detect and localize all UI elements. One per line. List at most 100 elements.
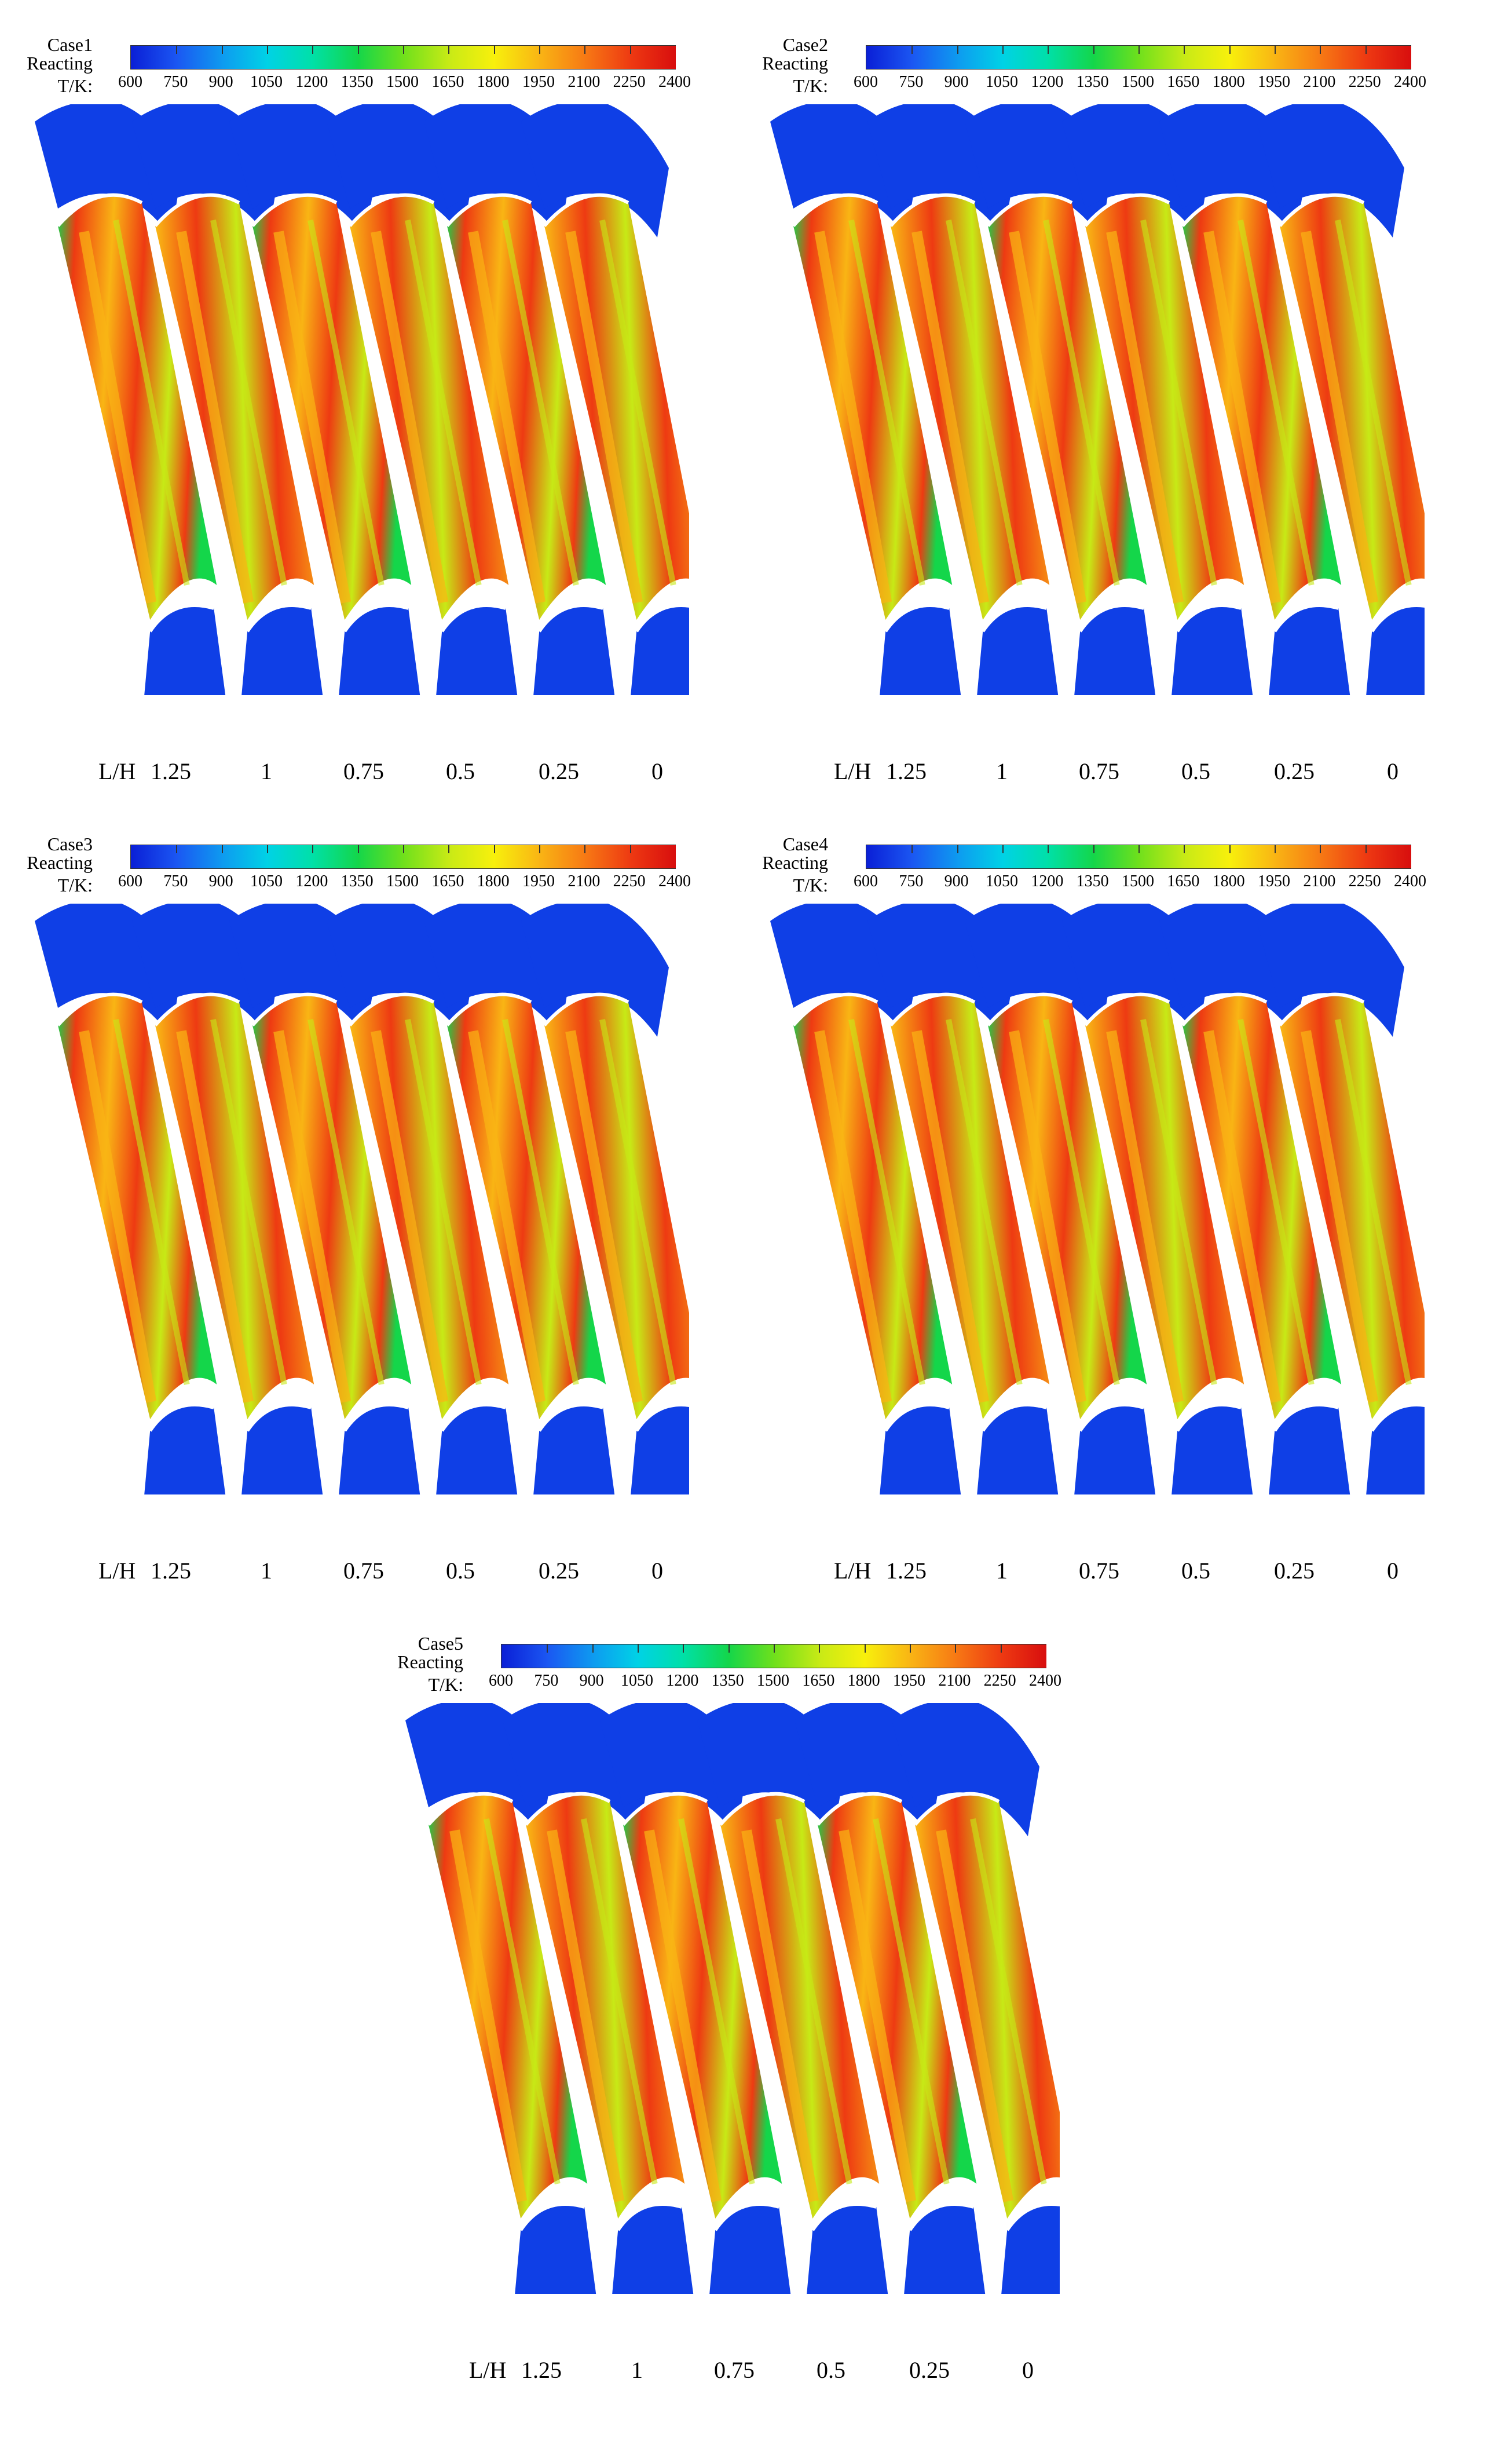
colorbar-tick — [683, 1645, 684, 1653]
position-label: 1.25 — [151, 758, 191, 784]
blade-passage-slice — [770, 104, 961, 695]
colorbar-tick — [592, 1645, 594, 1653]
colorbar-segment — [1365, 46, 1411, 69]
colorbar-segment — [629, 845, 676, 868]
colorbar-tick — [357, 46, 359, 54]
colorbar-tick-label: 1050 — [986, 872, 1018, 890]
colorbar-tick — [1000, 1645, 1002, 1653]
colorbar-tick — [1002, 46, 1004, 54]
position-label: 0.25 — [1274, 758, 1315, 784]
position-label: 1.25 — [886, 758, 927, 784]
colorbar — [866, 45, 1411, 70]
colorbar — [130, 845, 676, 869]
colorbar-tick-label: 1500 — [386, 872, 419, 890]
case4-panel: Case4 Reacting T/K: 600 750 900 1050 1200 1350 15… — [762, 834, 1426, 1599]
colorbar-segment — [819, 1645, 865, 1668]
colorbar-tick-label: 1500 — [1122, 73, 1154, 91]
position-label: 0.5 — [1181, 758, 1210, 784]
case5-panel: Case5 Reacting T/K: 600 750 900 1050 1200 1350 15… — [397, 1634, 1061, 2398]
colorbar-tick-label: 1500 — [757, 1672, 789, 1690]
condition-label: Reacting — [397, 1651, 463, 1672]
colorbar-tick-label: 1800 — [847, 1672, 880, 1690]
colorbar-segment — [911, 46, 958, 69]
colorbar-tick-label: 1950 — [893, 1672, 925, 1690]
position-label: 0.75 — [343, 758, 384, 784]
colorbar-tick-label: 1350 — [341, 73, 374, 91]
colorbar-tick-label: 600 — [854, 872, 878, 890]
colorbar-segment — [1002, 46, 1049, 69]
colorbar-tick-label: 750 — [163, 73, 188, 91]
colorbar-tick — [957, 46, 958, 54]
colorbar-segment — [493, 845, 540, 868]
colorbar-tick-label: 1650 — [1167, 872, 1200, 890]
colorbar-tick — [1093, 845, 1094, 853]
blade-passage-slice — [1257, 104, 1425, 695]
colorbar-tick — [584, 46, 586, 54]
colorbar — [130, 45, 676, 70]
colorbar-segment — [267, 845, 313, 868]
colorbar-tick-label: 1800 — [477, 73, 510, 91]
colorbar-tick-label: 1650 — [431, 73, 464, 91]
colorbar-tick — [493, 845, 495, 853]
colorbar-tick-label: 900 — [944, 73, 969, 91]
colorbar-tick-label: 1350 — [1076, 73, 1109, 91]
blade-passage-slice — [1257, 904, 1425, 1494]
colorbar-segment — [1000, 1645, 1046, 1668]
position-label: 0.5 — [1181, 1558, 1210, 1584]
blade-passage-slice — [892, 1703, 1060, 2294]
colorbar-tick-label: 750 — [899, 73, 924, 91]
position-label: 0 — [1387, 758, 1398, 784]
colorbar-tick-label: 1800 — [1212, 872, 1245, 890]
blade-passage-slice — [867, 904, 1059, 1494]
position-label: 1 — [996, 1558, 1008, 1584]
colorbar-tick — [957, 845, 958, 853]
colorbar-tick-label: 1950 — [1258, 872, 1290, 890]
colorbar-tick-label: 1800 — [1212, 73, 1245, 91]
colorbar-tick — [403, 845, 404, 853]
colorbar-segment — [629, 46, 676, 69]
position-label: 0 — [651, 758, 663, 784]
colorbar-tick — [493, 46, 495, 54]
colorbar-tick — [1048, 46, 1049, 54]
condition-label: Reacting — [27, 852, 93, 873]
colorbar-segment — [1093, 845, 1139, 868]
colorbar-tick-label: 2100 — [1303, 872, 1336, 890]
colorbar-tick-label: 1650 — [802, 1672, 835, 1690]
position-label: 1 — [631, 2357, 643, 2383]
colorbar-tick-label: 1500 — [1122, 872, 1154, 890]
colorbar-segment — [955, 1645, 1001, 1668]
colorbar-tick-label: 900 — [944, 872, 969, 890]
position-label: 1.25 — [521, 2357, 562, 2383]
units-label: T/K: — [793, 75, 828, 96]
case-name: Case4 — [782, 834, 828, 854]
colorbar-tick — [176, 845, 178, 853]
colorbar-segment — [267, 46, 313, 69]
colorbar-segment — [774, 1645, 820, 1668]
colorbar-tick — [910, 1645, 911, 1653]
colorbar-tick-label: 750 — [163, 872, 188, 890]
colorbar-tick — [403, 46, 404, 54]
colorbar-segment — [638, 1645, 684, 1668]
colorbar-tick — [629, 845, 631, 853]
axis-label: L/H — [834, 758, 872, 784]
colorbar-tick-label: 2100 — [1303, 73, 1336, 91]
case3-panel: Case3 Reacting T/K: 600 750 900 1050 1200 1350 15… — [27, 834, 691, 1599]
colorbar-segment — [312, 845, 358, 868]
axis-label: L/H — [98, 758, 136, 784]
colorbar-tick — [629, 46, 631, 54]
position-label: 0 — [651, 1558, 663, 1584]
case2-panel: Case2 Reacting T/K: 600 750 900 1050 1200 1350 15… — [762, 35, 1426, 799]
blade-passage-slice — [229, 104, 420, 695]
position-label: 1 — [261, 1558, 272, 1584]
colorbar-tick-label: 1650 — [1167, 73, 1200, 91]
colorbar-segment — [910, 1645, 956, 1668]
colorbar-segment — [131, 46, 177, 69]
colorbar — [501, 1644, 1046, 1668]
colorbar-tick-label: 1950 — [522, 872, 555, 890]
colorbar-tick-label: 2100 — [938, 1672, 971, 1690]
position-label: 0.25 — [909, 2357, 950, 2383]
position-label: 0.5 — [446, 758, 475, 784]
colorbar-tick — [864, 1645, 866, 1653]
colorbar-tick-label: 1200 — [1031, 73, 1064, 91]
colorbar-segment — [221, 46, 268, 69]
